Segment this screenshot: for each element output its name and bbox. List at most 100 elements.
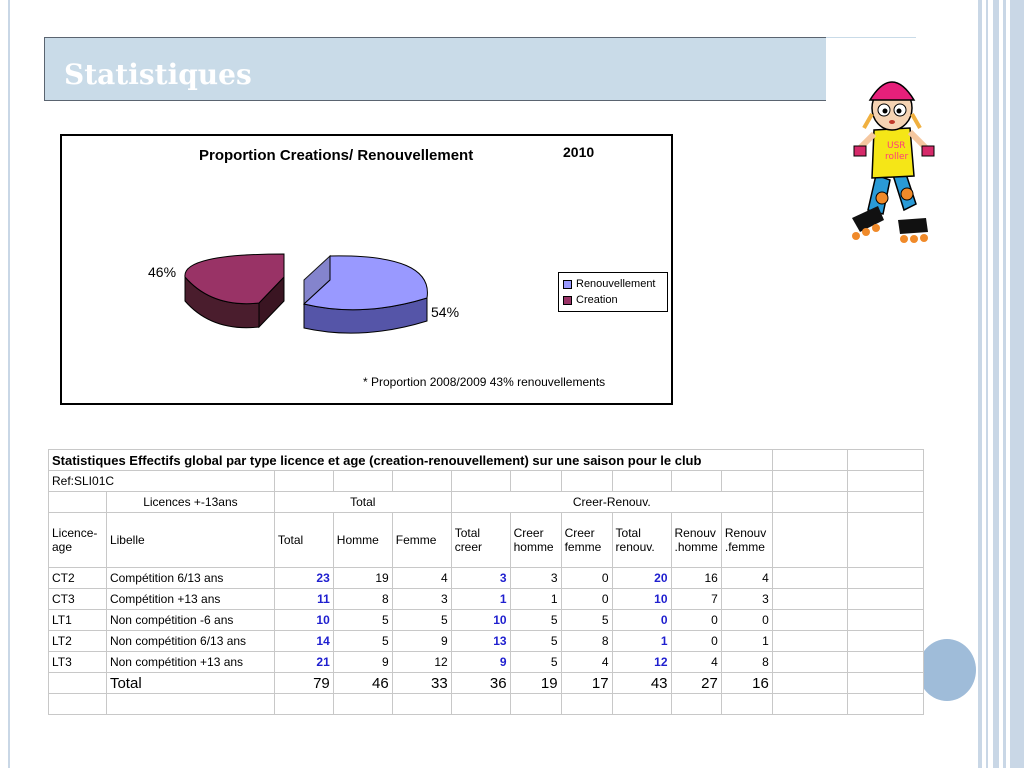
mascot-shirt-text: USR [887, 141, 906, 151]
total-cell: 79 [273, 672, 334, 694]
number-cell: 3 [509, 567, 562, 589]
total-cell: 46 [332, 672, 393, 694]
total-cell: 36 [450, 672, 511, 694]
legend-item-renouvellement: Renouvellement [563, 278, 656, 290]
stats-table-image: Statistiques Effectifs global par type l… [48, 449, 924, 715]
table-title-row: Statistiques Effectifs global par type l… [48, 449, 924, 471]
licence-code-cell: CT2 [48, 567, 107, 589]
group-header-total: Total [273, 491, 452, 513]
number-cell: 4 [720, 567, 773, 589]
number-cell: 9 [450, 651, 511, 673]
column-header: Renouv .homme [670, 512, 722, 568]
number-cell: 10 [450, 609, 511, 631]
group-header-creer-renouv: Creer-Renouv. [450, 491, 773, 513]
number-cell: 23 [273, 567, 334, 589]
column-header: Total renouv. [611, 512, 672, 568]
number-cell: 0 [670, 609, 722, 631]
chart-title: Proportion Creations/ Renouvellement [199, 147, 474, 164]
title-bar: Statistiques [44, 37, 826, 101]
number-cell: 5 [509, 630, 562, 652]
number-cell: 0 [611, 609, 672, 631]
number-cell: 5 [332, 630, 393, 652]
decorative-circle [918, 639, 976, 701]
column-header: Total [273, 512, 334, 568]
total-cell: 17 [560, 672, 613, 694]
chart-legend: Renouvellement Creation [558, 272, 668, 312]
number-cell: 5 [509, 609, 562, 631]
number-cell: 5 [332, 609, 393, 631]
legend-label: Renouvellement [576, 278, 656, 290]
column-header: Renouv .femme [720, 512, 773, 568]
column-header: Femme [391, 512, 452, 568]
number-cell: 14 [273, 630, 334, 652]
right-border-stripe [1010, 0, 1024, 768]
stats-table: Statistiques Effectifs global par type l… [48, 449, 924, 715]
number-cell: 8 [560, 630, 613, 652]
title-rule [826, 37, 916, 38]
number-cell: 0 [560, 567, 613, 589]
libelle-cell: Compétition 6/13 ans [105, 567, 275, 589]
chart-subtitle: 2010 [563, 144, 595, 160]
total-cell: 27 [670, 672, 722, 694]
pie-slice-creation [184, 253, 285, 329]
number-cell: 9 [332, 651, 393, 673]
table-title: Statistiques Effectifs global par type l… [48, 449, 773, 471]
licence-code-cell: LT3 [48, 651, 107, 673]
number-cell: 5 [560, 609, 613, 631]
licence-code-cell: LT1 [48, 609, 107, 631]
column-header: Libelle [105, 512, 275, 568]
right-border-stripe [1003, 0, 1006, 768]
column-header: Creer femme [560, 512, 613, 568]
column-header: Licence- age [48, 512, 107, 568]
table-row: CT3 Compétition +13 ans 11 8 3 1 1 0 10 7 3 [48, 588, 924, 610]
number-cell: 12 [611, 651, 672, 673]
number-cell: 8 [332, 588, 393, 610]
total-cell: 16 [720, 672, 773, 694]
number-cell: 5 [391, 609, 452, 631]
pie-chart: Proportion Creations/ Renouvellement 201… [60, 134, 673, 405]
number-cell: 13 [450, 630, 511, 652]
data-label-renouvellement: 54% [431, 304, 460, 320]
data-label-creation: 46% [148, 264, 177, 280]
pie-svg [184, 253, 428, 334]
number-cell: 1 [720, 630, 773, 652]
number-cell: 4 [670, 651, 722, 673]
number-cell: 19 [332, 567, 393, 589]
number-cell: 16 [670, 567, 722, 589]
table-ref: Ref:SLI01C [48, 470, 275, 492]
legend-item-creation: Creation [563, 294, 618, 306]
table-row: LT2 Non compétition 6/13 ans 14 5 9 13 5 8 1 0 1 [48, 630, 924, 652]
number-cell: 12 [391, 651, 452, 673]
table-row: LT1 Non compétition -6 ans 10 5 5 10 5 5 0 0 0 [48, 609, 924, 631]
column-header: Total creer [450, 512, 511, 568]
number-cell: 5 [509, 651, 562, 673]
number-cell: 20 [611, 567, 672, 589]
group-header-licences: Licences +-13ans [105, 491, 275, 513]
total-cell: 19 [509, 672, 562, 694]
left-border-line [8, 0, 10, 768]
pie-slice-renouvellement [302, 254, 428, 334]
number-cell: 8 [720, 651, 773, 673]
legend-swatch [563, 279, 572, 289]
roller-mascot-image: USR roller [852, 81, 935, 243]
right-border-stripe [993, 0, 999, 768]
libelle-cell: Non compétition -6 ans [105, 609, 275, 631]
number-cell: 0 [720, 609, 773, 631]
number-cell: 11 [273, 588, 334, 610]
column-header: Creer homme [509, 512, 562, 568]
legend-label: Creation [576, 294, 618, 306]
libelle-cell: Non compétition 6/13 ans [105, 630, 275, 652]
right-border-stripe [986, 0, 988, 768]
total-cell: 43 [611, 672, 672, 694]
table-group-header-row: Licences +-13ans Total Creer-Renouv. [48, 491, 924, 513]
number-cell: 10 [611, 588, 672, 610]
table-empty-row [48, 693, 924, 715]
legend-swatch [563, 295, 572, 305]
number-cell: 4 [560, 651, 613, 673]
right-border-stripe [978, 0, 982, 768]
licence-code-cell: LT2 [48, 630, 107, 652]
table-row: CT2 Compétition 6/13 ans 23 19 4 3 3 0 20 16 4 [48, 567, 924, 589]
number-cell: 0 [670, 630, 722, 652]
chart-annotation: * Proportion 2008/2009 43% renouvellemen… [363, 375, 606, 389]
number-cell: 7 [670, 588, 722, 610]
